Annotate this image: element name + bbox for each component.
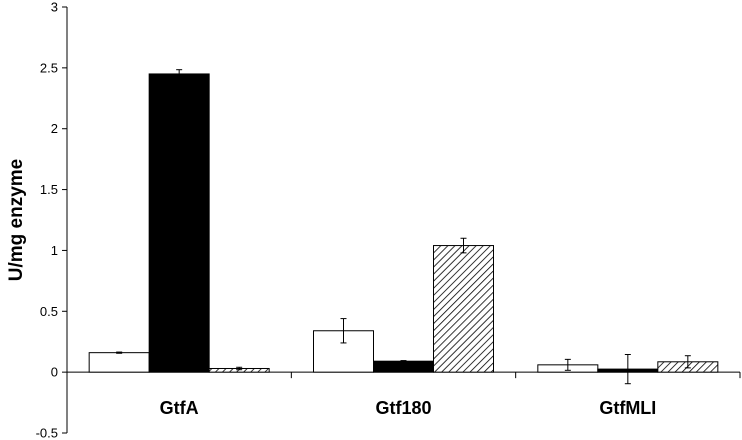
y-tick-label: 1 — [51, 243, 58, 258]
category-label: Gtf180 — [375, 398, 431, 418]
y-tick-label: 2.5 — [40, 60, 58, 75]
y-tick-label: 0 — [51, 365, 58, 380]
category-label: GtfA — [160, 398, 199, 418]
category-label: GtfMLI — [599, 398, 656, 418]
bar — [313, 330, 374, 373]
bar — [433, 245, 494, 373]
y-tick-label: 0.5 — [40, 304, 58, 319]
y-axis-title: U/mg enzyme — [6, 159, 27, 281]
bar — [373, 360, 434, 373]
y-tick-label: 2 — [51, 121, 58, 136]
plot-area: -0.5 0 0.5 1 1.5 2 2.5 3 GtfA Gtf180 GtfMLI — [36, 0, 741, 440]
y-tick-label: 3 — [51, 0, 58, 15]
y-tick-label: 1.5 — [40, 182, 58, 197]
y-tick-label: -0.5 — [36, 426, 58, 440]
bar — [88, 352, 150, 373]
bar — [148, 73, 210, 373]
